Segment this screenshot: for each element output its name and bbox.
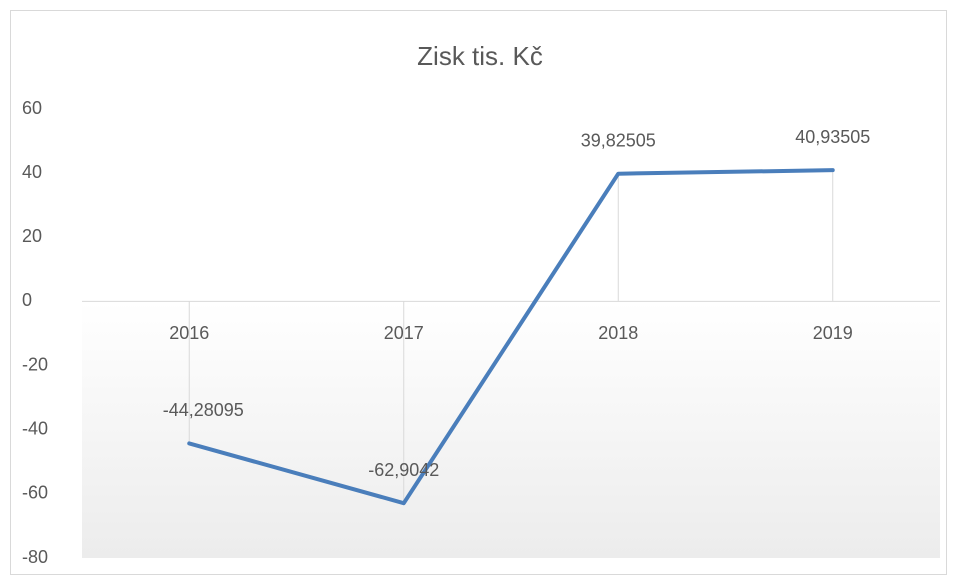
data-label: 40,93505 <box>795 127 870 147</box>
x-tick-label: 2016 <box>169 323 209 343</box>
y-tick-label: -80 <box>22 547 48 567</box>
y-tick-label: 0 <box>22 290 32 310</box>
chart-title: Zisk tis. Kč <box>417 41 543 71</box>
data-label: -44,28095 <box>163 400 244 420</box>
data-line <box>187 168 835 506</box>
y-tick-label: 40 <box>22 162 42 182</box>
data-label: -62,9042 <box>368 460 439 480</box>
y-tick-label: -20 <box>22 354 48 374</box>
y-tick-label: -60 <box>22 483 48 503</box>
x-tick-label: 2018 <box>598 323 638 343</box>
data-label: 39,82505 <box>581 130 656 150</box>
y-tick-label: 60 <box>22 98 42 118</box>
plot-area-lower <box>82 301 940 558</box>
y-tick-label: -40 <box>22 418 48 438</box>
x-tick-label: 2019 <box>813 323 853 343</box>
y-tick-label: 20 <box>22 226 42 246</box>
x-tick-label: 2017 <box>384 323 424 343</box>
